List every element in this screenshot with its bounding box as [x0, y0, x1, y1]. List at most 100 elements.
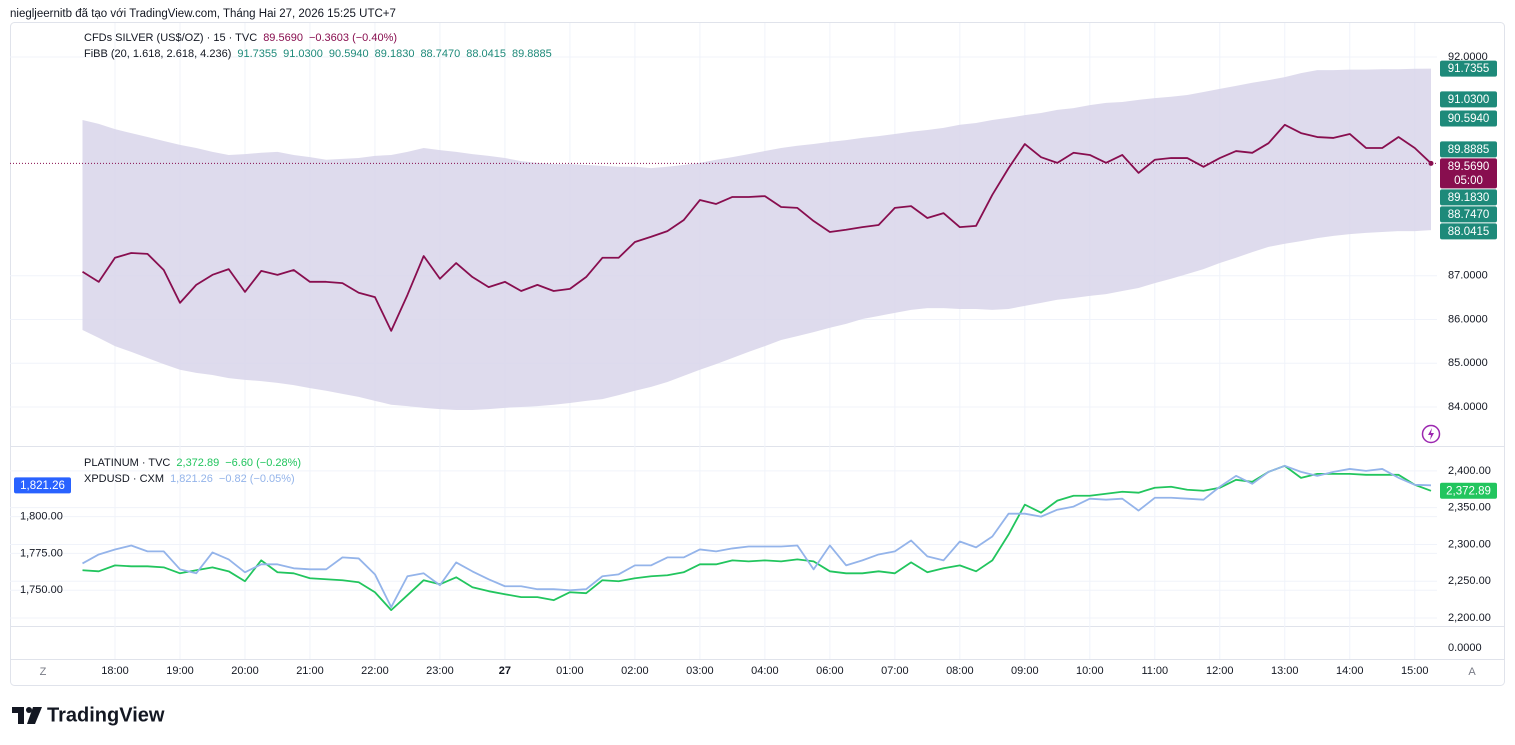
y-tick-label: 1,750.00 [20, 584, 63, 596]
x-tick-label: 06:00 [816, 665, 844, 677]
price-badge [1440, 158, 1497, 189]
x-tick-label: 19:00 [166, 665, 194, 677]
right-badge: 90.5940 [1440, 110, 1497, 127]
legend-item: 2,372.89 [176, 457, 219, 469]
legend-item: 91.0300 [283, 48, 323, 60]
right-badge: 91.7355 [1440, 60, 1497, 77]
x-tick-label: 15:00 [1401, 665, 1429, 677]
price-badge [1440, 60, 1497, 77]
price-badge-label: 88.7470 [1448, 209, 1490, 221]
y-tick-label: 1,800.00 [20, 511, 63, 523]
right-badge: 2,372.89 [1440, 482, 1497, 499]
left-badge: 1,821.26 [14, 477, 71, 494]
price-badge [1440, 223, 1497, 240]
legend-item: −0.82 (−0.05%) [219, 473, 295, 485]
y-tick-label: 87.0000 [1448, 270, 1488, 282]
legend-item: 91.7355 [237, 48, 277, 60]
right-badge: 89.8885 [1440, 141, 1497, 158]
right-badge: 88.0415 [1440, 223, 1497, 240]
logo-part [26, 707, 32, 713]
legend-item: FiBB (20, 1.618, 2.618, 4.236) [84, 48, 231, 60]
author-line: niegljeernitb đã tạo với TradingView.com… [10, 8, 396, 20]
y2-tick-label: 2,250.00 [1448, 575, 1491, 587]
y2-tick-label: 2,350.00 [1448, 502, 1491, 514]
legend: FiBB (20, 1.618, 2.618, 4.236) 91.7355 91.… [84, 48, 552, 60]
x-tick-label: 04:00 [751, 665, 779, 677]
series-line [82, 464, 1432, 609]
x-tick-label: 14:00 [1336, 665, 1364, 677]
x-tick-label: 20:00 [231, 665, 259, 677]
legend-item: 89.5690 [263, 32, 303, 44]
labels: 18:00 19:00 20:00 21:00 22:00 23:00 27 01:00 02:… [14, 32, 1497, 677]
bollinger-band [82, 68, 1431, 411]
volume-pane-label: 0.0000 [1448, 642, 1482, 654]
x-tick-label: 23:00 [426, 665, 454, 677]
right-badge: 89.5690 05:00 [1440, 158, 1497, 189]
x-tick-label: 08:00 [946, 665, 974, 677]
y-tick-label: 92.0000 [1448, 51, 1488, 63]
x-tick-label: 12:00 [1206, 665, 1234, 677]
price-badge [1440, 482, 1497, 499]
legend-item: 88.0415 [466, 48, 506, 60]
price-badge-label: 88.0415 [1448, 226, 1490, 238]
right-badge: 88.7470 [1440, 206, 1497, 223]
legend-item: −0.3603 (−0.40%) [309, 32, 397, 44]
legend-item: 89.1830 [375, 48, 415, 60]
x-tick-label: 21:00 [296, 665, 324, 677]
y-tick-label: 85.0000 [1448, 357, 1488, 369]
legend-item: CFDs SILVER (US$/OZ) · 15 · TVC [84, 32, 257, 44]
alert-bolt [1428, 428, 1434, 440]
price-badge-label: 2,372.89 [1446, 485, 1491, 497]
series-line [82, 123, 1432, 332]
price-badge-label: 89.1830 [1448, 192, 1490, 204]
price-badge-label: 91.7355 [1448, 63, 1490, 75]
price-badge-label: 91.0300 [1448, 94, 1490, 106]
price-badge-label: 90.5940 [1448, 113, 1490, 125]
x-tick-label: 09:00 [1011, 665, 1039, 677]
price-badge [1440, 91, 1497, 108]
logo-part [12, 707, 24, 724]
scale-button[interactable]: A [1468, 666, 1476, 678]
chart-frame [10, 22, 1505, 686]
logo-part [27, 707, 42, 724]
price-badge [1440, 141, 1497, 158]
y-tick-label: 84.0000 [1448, 401, 1488, 413]
price-badge [1440, 189, 1497, 206]
last-point [1428, 160, 1434, 166]
legend-item: 89.8885 [512, 48, 552, 60]
price-badge-label: 89.8885 [1448, 144, 1490, 156]
lines [10, 123, 1437, 612]
x-tick-label: 07:00 [881, 665, 909, 677]
series-line [82, 464, 1432, 612]
alert-ring [1421, 424, 1441, 444]
legend-item: 1,821.26 [170, 473, 213, 485]
y-tick-label: 1,775.00 [20, 547, 63, 559]
x-tick-label: 13:00 [1271, 665, 1299, 677]
legend-item: PLATINUM · TVC [84, 457, 170, 469]
x-tick-label: 10:00 [1076, 665, 1104, 677]
right-badge: 91.0300 [1440, 91, 1497, 108]
price-badge [1440, 206, 1497, 223]
x-tick-label: 18:00 [101, 665, 129, 677]
y2-tick-label: 2,300.00 [1448, 538, 1491, 550]
y2-tick-label: 2,200.00 [1448, 612, 1491, 624]
scale-button[interactable]: Z [40, 666, 47, 678]
x-tick-label: 02:00 [621, 665, 649, 677]
brand: TradingView [47, 704, 165, 726]
x-tick-label: 11:00 [1141, 665, 1168, 677]
price-badge-label: 05:00 [1454, 175, 1483, 187]
y-tick-label: 86.0000 [1448, 313, 1488, 325]
legend: XPDUSD · CXM 1,821.26 −0.82 (−0.05%) [84, 473, 295, 485]
legend-item: −6.60 (−0.28%) [225, 457, 301, 469]
bands [82, 68, 1431, 411]
brand-logo [12, 707, 42, 724]
legend-item: XPDUSD · CXM [84, 473, 164, 485]
price-badge-label: 89.5690 [1448, 161, 1490, 173]
price-badge [14, 477, 71, 494]
legend-item: 88.7470 [420, 48, 460, 60]
price-badge [1440, 110, 1497, 127]
legend-item: 90.5940 [329, 48, 369, 60]
alert-icon[interactable] [1421, 424, 1441, 444]
x-tick-label: 27 [499, 665, 511, 677]
